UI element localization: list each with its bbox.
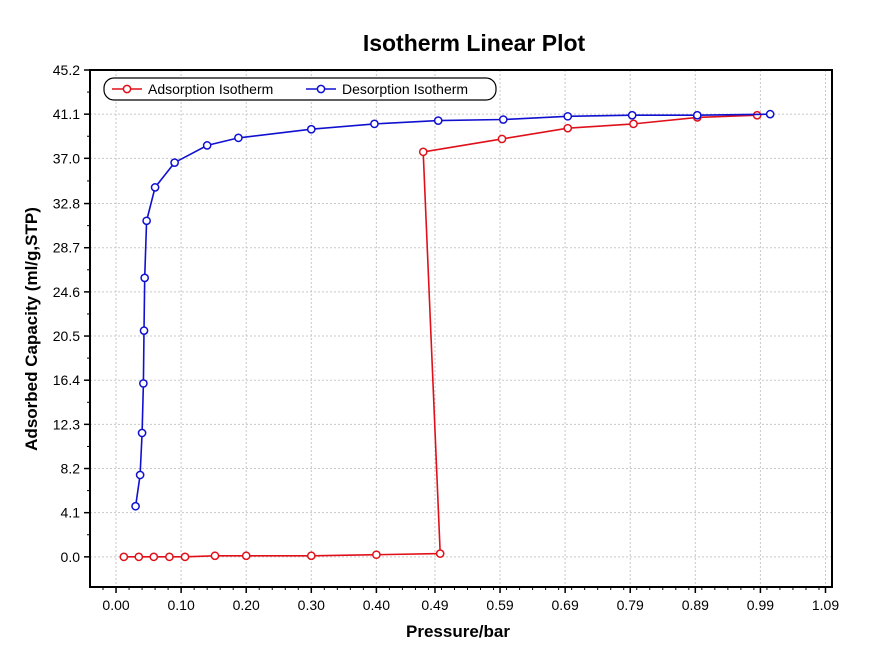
y-tick-label: 12.3 xyxy=(53,416,80,432)
data-point xyxy=(306,551,316,561)
data-point xyxy=(202,141,212,150)
data-point xyxy=(692,110,702,120)
data-point xyxy=(629,119,638,129)
legend-label: Desorption Isotherm xyxy=(342,81,468,97)
x-tick-label: 0.79 xyxy=(617,597,644,613)
plot-area-frame xyxy=(89,69,833,588)
x-tick-label: 1.09 xyxy=(812,597,839,613)
data-point xyxy=(435,549,445,558)
x-tick-label: 0.00 xyxy=(102,597,129,613)
data-point xyxy=(234,133,243,143)
data-point xyxy=(139,379,148,388)
x-tick-label: 0.10 xyxy=(167,597,194,613)
y-tick-label: 16.4 xyxy=(53,372,80,388)
y-tick-label: 37.0 xyxy=(53,150,80,166)
data-point xyxy=(210,551,220,561)
data-point xyxy=(139,326,149,336)
axes: 0.00 0.10 0.20 0.30 0.40 0.49 0.59 0.69 0.79 0.89… xyxy=(53,62,840,613)
data-point xyxy=(563,123,573,133)
data-point xyxy=(135,470,145,480)
data-point xyxy=(563,111,573,121)
data-point xyxy=(765,109,775,119)
chart-title: Isotherm Linear Plot xyxy=(363,30,586,56)
data-point xyxy=(131,501,140,511)
data-point xyxy=(752,110,762,120)
data-point xyxy=(170,158,179,167)
x-tick-label: 0.20 xyxy=(233,597,260,613)
y-tick-label: 24.6 xyxy=(53,284,80,300)
data-point xyxy=(134,552,144,562)
data-point xyxy=(119,552,129,562)
data-point xyxy=(372,550,381,560)
x-tick-label: 0.59 xyxy=(486,597,513,613)
data-point xyxy=(137,428,147,438)
data-point xyxy=(418,147,428,157)
y-tick-label: 4.1 xyxy=(61,505,81,521)
legend-label: Adsorption Isotherm xyxy=(148,81,273,97)
legend-box xyxy=(103,77,497,101)
data-point xyxy=(142,216,151,226)
y-tick-label: 32.8 xyxy=(53,196,80,212)
data-point xyxy=(165,552,174,562)
x-tick-label: 0.99 xyxy=(747,597,774,613)
y-tick-label: 8.2 xyxy=(61,461,81,477)
x-axis-title: Pressure/bar xyxy=(406,622,510,641)
y-tick-label: 45.2 xyxy=(53,62,80,78)
data-point xyxy=(306,124,316,134)
legend-swatch-marker xyxy=(122,84,132,94)
series-group xyxy=(119,109,775,562)
data-point xyxy=(370,119,379,129)
y-axis-title: Adsorbed Capacity (ml/g,STP) xyxy=(22,207,41,451)
x-tick-label: 0.69 xyxy=(552,597,579,613)
y-tick-label: 0.0 xyxy=(61,549,81,565)
grid-lines xyxy=(90,69,832,587)
data-point xyxy=(150,183,160,192)
data-point xyxy=(497,134,507,144)
x-tick-label: 0.49 xyxy=(421,597,448,613)
legend-swatch-marker xyxy=(316,84,326,94)
x-tick-label: 0.40 xyxy=(363,597,390,613)
series-line-adsorption xyxy=(123,114,758,558)
data-point xyxy=(241,551,251,561)
data-point xyxy=(627,110,637,120)
data-point xyxy=(433,116,443,125)
y-tick-label: 20.5 xyxy=(53,328,80,344)
data-point xyxy=(498,115,508,124)
y-tick-label: 41.1 xyxy=(53,106,80,122)
series-line-desorption xyxy=(134,113,771,507)
x-tick-label: 0.89 xyxy=(682,597,709,613)
data-point xyxy=(140,273,150,283)
data-point xyxy=(180,552,190,562)
y-tick-label: 28.7 xyxy=(53,240,80,256)
x-tick-label: 0.30 xyxy=(298,597,325,613)
legend: Adsorption Isotherm Desorption Isotherm xyxy=(103,77,497,101)
data-point xyxy=(149,552,159,562)
